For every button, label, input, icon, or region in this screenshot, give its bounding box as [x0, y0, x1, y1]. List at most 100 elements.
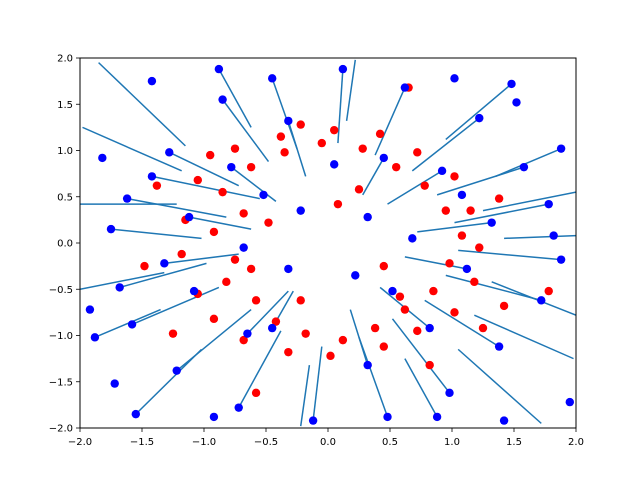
connector-line-2: [126, 197, 227, 218]
x-tick-label-4: 0.0: [320, 437, 336, 448]
y-tick-label-3: −0.5: [49, 285, 73, 296]
blue-point-8: [308, 416, 318, 425]
red-point-26: [239, 335, 248, 345]
red-point-7: [301, 329, 310, 338]
blue-point-21: [243, 329, 252, 338]
blue-point-20: [218, 95, 227, 104]
connector-line-36: [135, 348, 203, 415]
blue-point-55: [284, 264, 293, 274]
y-tick-label-7: 1.5: [57, 100, 73, 111]
blue-point-18: [338, 64, 348, 74]
plot-marks: [80, 59, 576, 427]
x-tick-label-7: 1.5: [506, 437, 522, 448]
connector-line-27: [387, 170, 443, 205]
x-tick-label-1: −1.5: [130, 437, 154, 448]
red-point-57: [140, 261, 149, 271]
red-point-13: [457, 231, 467, 240]
connector-line-44: [404, 256, 468, 270]
connector-line-32: [417, 221, 492, 233]
red-point-39: [276, 132, 286, 141]
red-point-27: [284, 347, 293, 357]
connector-line-20: [221, 99, 270, 163]
connector-line-49: [504, 234, 576, 240]
red-point-54: [333, 199, 343, 209]
blue-point-42: [147, 76, 157, 86]
blue-point-16: [475, 113, 484, 123]
connector-line-7: [238, 330, 282, 409]
connector-line-18: [337, 69, 344, 144]
blue-point-52: [296, 206, 305, 215]
red-point-18: [317, 138, 326, 148]
connector-line-11: [424, 299, 500, 348]
y-tick-label-4: 0.0: [57, 239, 73, 250]
x-tick-label-8: 2.0: [568, 437, 584, 448]
blue-point-46: [330, 160, 339, 169]
connector-line-24: [482, 191, 576, 212]
connector-line-0: [168, 151, 240, 187]
x-tick-label-5: 0.5: [382, 437, 398, 448]
connector-line-38: [218, 68, 252, 128]
blue-point-1: [147, 172, 157, 181]
blue-point-39: [98, 153, 107, 163]
connector-line-41: [362, 157, 385, 196]
blue-point-44: [512, 98, 521, 107]
y-tick-label-8: 2.0: [57, 54, 73, 65]
connector-line-3: [110, 228, 202, 240]
red-point-51: [425, 360, 434, 370]
blue-point-19: [268, 74, 277, 83]
blue-point-51: [388, 286, 397, 296]
blue-point-13: [556, 255, 566, 264]
red-point-4: [222, 277, 231, 287]
red-point-30: [413, 326, 422, 336]
connector-line-4: [119, 262, 207, 289]
red-point-41: [264, 218, 273, 227]
connector-line-34: [457, 348, 542, 424]
red-point-59: [246, 264, 256, 274]
blue-point-28: [487, 218, 496, 227]
red-point-37: [375, 129, 385, 139]
red-point-11: [429, 286, 438, 296]
connector-line-48: [299, 364, 311, 427]
blue-point-54: [363, 212, 372, 222]
blue-point-15: [519, 162, 529, 172]
connector-line-25: [246, 290, 289, 335]
blue-point-40: [110, 379, 119, 388]
blue-point-56: [408, 234, 417, 243]
blue-point-32: [214, 64, 224, 74]
blue-point-4: [115, 283, 124, 292]
red-point-14: [441, 206, 450, 215]
blue-point-43: [565, 397, 574, 407]
red-point-35: [450, 172, 459, 181]
blue-point-27: [160, 259, 169, 268]
red-point-31: [450, 308, 459, 317]
red-point-5: [251, 296, 261, 305]
red-point-46: [251, 388, 261, 398]
red-point-3: [230, 255, 240, 264]
blue-point-50: [259, 190, 268, 200]
y-tick-label-2: −1.0: [49, 331, 73, 342]
red-point-49: [544, 286, 553, 296]
red-point-42: [379, 261, 388, 271]
blue-point-17: [400, 83, 410, 92]
red-point-23: [177, 249, 186, 259]
connector-line-45: [474, 314, 574, 360]
blue-point-23: [437, 166, 447, 176]
blue-point-45: [85, 305, 95, 314]
connector-line-17: [374, 87, 406, 156]
blue-point-29: [507, 79, 516, 89]
blue-point-7: [234, 403, 243, 412]
red-point-29: [379, 342, 388, 351]
red-point-58: [395, 292, 405, 301]
blue-point-24: [227, 162, 236, 172]
blue-point-49: [549, 231, 558, 240]
connector-line-15: [436, 166, 525, 196]
blue-point-26: [284, 116, 293, 126]
red-point-56: [494, 194, 504, 203]
red-point-33: [475, 243, 484, 252]
y-tick-label-0: −2.0: [49, 424, 73, 435]
red-point-52: [478, 323, 488, 333]
connector-line-8: [312, 346, 323, 421]
blue-point-0: [165, 148, 174, 157]
connector-line-22: [80, 271, 165, 290]
red-point-2: [209, 227, 219, 237]
